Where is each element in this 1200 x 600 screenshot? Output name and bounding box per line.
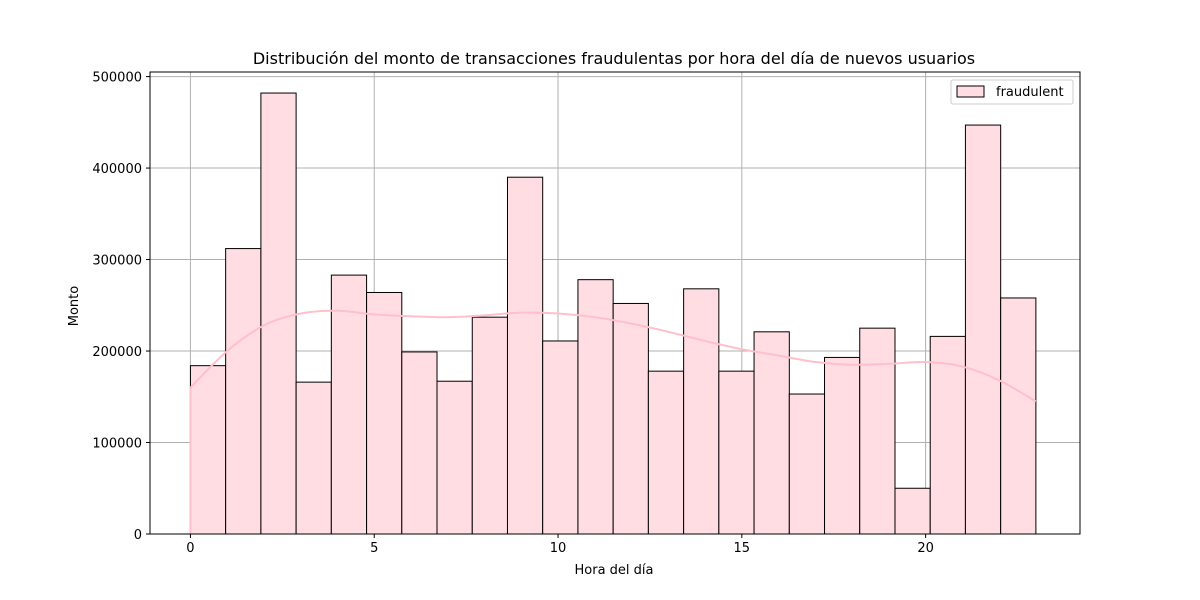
x-tick-label: 0 — [186, 541, 194, 556]
histogram-bar — [753, 331, 790, 535]
legend-swatch-fraudulent — [956, 85, 985, 98]
x-tick-label: 15 — [734, 541, 751, 556]
histogram-bar — [859, 327, 896, 535]
y-tick-label: 100000 — [92, 437, 142, 452]
histogram-bar — [542, 340, 579, 535]
histogram-bar — [647, 370, 685, 535]
histogram-bar — [683, 288, 720, 535]
histogram-bar — [295, 381, 332, 535]
plot-frame — [149, 71, 1081, 535]
histogram-bar — [718, 370, 755, 535]
histogram-bar — [506, 176, 544, 535]
kde-curve — [189, 309, 1037, 403]
histogram-bar — [824, 356, 861, 535]
chart-title: Distribución del monto de transacciones … — [253, 49, 975, 68]
histogram-bar — [330, 274, 368, 535]
histogram-bar — [471, 316, 508, 535]
y-tick-label: 0 — [134, 528, 142, 543]
x-axis-ticks: 0 5 10 15 20 — [186, 534, 934, 556]
histogram-bar — [964, 124, 1002, 535]
legend: fraudulent — [950, 79, 1074, 105]
histogram-bar — [1000, 297, 1037, 535]
histogram-bar — [366, 291, 403, 535]
histogram-bar — [577, 279, 614, 535]
histogram-bar — [225, 248, 262, 535]
histogram-bars — [189, 92, 1037, 535]
x-tick-label: 5 — [370, 541, 378, 556]
kde-curve-layer — [189, 309, 1037, 534]
y-axis-ticks: 0 100000 200000 300000 400000 500000 — [92, 71, 150, 543]
y-tick-label: 200000 — [92, 345, 142, 360]
y-tick-label: 500000 — [92, 71, 142, 86]
histogram-bar — [788, 393, 826, 535]
legend-label-fraudulent: fraudulent — [996, 85, 1064, 100]
y-tick-label: 400000 — [92, 162, 142, 177]
histogram-bar — [612, 302, 649, 535]
x-tick-label: 20 — [917, 541, 934, 556]
x-axis-label: Hora del día — [575, 563, 654, 578]
histogram-bar — [260, 92, 297, 535]
x-tick-label: 10 — [550, 541, 567, 556]
histogram-bar — [401, 351, 438, 535]
histogram-bar — [894, 487, 931, 535]
y-axis-label: Monto — [67, 286, 82, 327]
histogram-bar — [189, 365, 227, 535]
y-tick-label: 300000 — [92, 254, 142, 269]
histogram-bar — [436, 380, 473, 535]
